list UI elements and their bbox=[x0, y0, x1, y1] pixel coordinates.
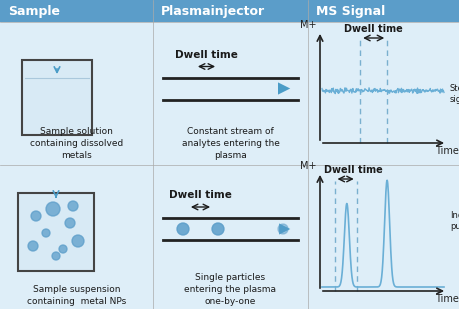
Bar bbox=[153, 165, 308, 309]
Circle shape bbox=[177, 223, 189, 235]
Text: MS Signal: MS Signal bbox=[315, 5, 385, 18]
Circle shape bbox=[212, 223, 224, 235]
FancyArrowPatch shape bbox=[235, 223, 290, 235]
Text: Sample solution
containing dissolved
metals: Sample solution containing dissolved met… bbox=[30, 127, 123, 160]
Circle shape bbox=[28, 241, 38, 251]
Bar bbox=[0, 0, 459, 22]
Circle shape bbox=[277, 224, 287, 234]
Bar bbox=[0, 165, 153, 309]
Circle shape bbox=[52, 252, 60, 260]
Circle shape bbox=[42, 229, 50, 237]
Text: Sample: Sample bbox=[8, 5, 60, 18]
Text: Individual
pulses: Individual pulses bbox=[449, 211, 459, 231]
Text: Dwell time: Dwell time bbox=[169, 190, 231, 200]
Text: Time: Time bbox=[434, 146, 458, 156]
Text: Steady-state
signal: Steady-state signal bbox=[449, 84, 459, 104]
Circle shape bbox=[31, 211, 41, 221]
FancyArrowPatch shape bbox=[180, 83, 290, 95]
Circle shape bbox=[65, 218, 75, 228]
Bar bbox=[153, 22, 308, 165]
Circle shape bbox=[68, 201, 78, 211]
Text: Dwell time: Dwell time bbox=[175, 49, 237, 60]
Text: M+: M+ bbox=[300, 20, 316, 30]
Circle shape bbox=[72, 235, 84, 247]
Text: Sample suspension
containing  metal NPs: Sample suspension containing metal NPs bbox=[27, 285, 126, 306]
Text: Single particles
entering the plasma
one-by-one: Single particles entering the plasma one… bbox=[184, 273, 276, 306]
Text: M+: M+ bbox=[300, 161, 316, 171]
Text: Plasmainjector: Plasmainjector bbox=[161, 5, 264, 18]
Text: Constant stream of
analytes entering the
plasma: Constant stream of analytes entering the… bbox=[181, 127, 279, 160]
Circle shape bbox=[46, 202, 60, 216]
Bar bbox=[0, 22, 153, 165]
Bar bbox=[22, 60, 92, 135]
Bar bbox=[308, 22, 459, 165]
Bar bbox=[18, 193, 94, 271]
Text: Dwell time: Dwell time bbox=[343, 24, 402, 34]
Text: Time: Time bbox=[434, 294, 458, 304]
Text: Dwell time: Dwell time bbox=[324, 165, 382, 175]
Bar bbox=[308, 165, 459, 309]
Circle shape bbox=[59, 245, 67, 253]
